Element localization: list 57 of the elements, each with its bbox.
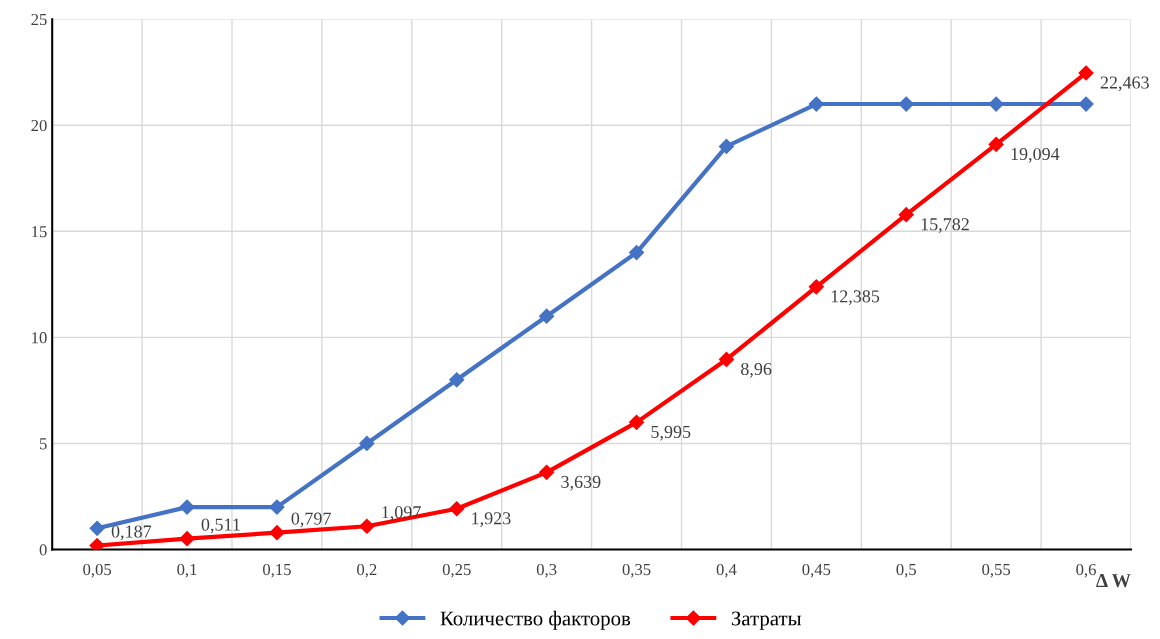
y-tick-label: 5 <box>39 438 47 450</box>
point <box>89 520 105 536</box>
x-tick-label: 0,45 <box>802 563 831 578</box>
point <box>898 207 914 223</box>
data-label: 5,995 <box>651 425 691 441</box>
point <box>269 525 285 541</box>
data-label: 0,187 <box>111 525 152 541</box>
legend-label: Количество факторов <box>440 610 631 630</box>
point <box>449 372 465 388</box>
point <box>179 531 195 547</box>
point <box>359 518 375 534</box>
point <box>1078 65 1094 81</box>
data-label: 8,96 <box>741 362 772 378</box>
point <box>628 414 645 430</box>
y-tick-label: 0 <box>39 544 47 556</box>
x-tick-label: 0,25 <box>442 563 471 578</box>
y-tick-label: 25 <box>31 13 47 26</box>
data-label: 3,639 <box>561 475 601 491</box>
x-tick-label: 0,05 <box>83 563 112 578</box>
point <box>718 138 735 155</box>
data-label: 1,923 <box>472 512 511 527</box>
point <box>449 501 465 517</box>
point <box>808 96 824 112</box>
x-tick-label: 0,4 <box>716 563 737 578</box>
point <box>808 279 824 295</box>
x-tick-label: 0,3 <box>536 563 557 578</box>
y-tick-label: 20 <box>31 119 47 132</box>
data-label: 22,463 <box>1100 76 1149 92</box>
point <box>988 96 1004 112</box>
x-tick-label: 0,35 <box>622 563 651 578</box>
point <box>359 435 375 452</box>
data-label: 15,782 <box>921 218 969 233</box>
data-label: 0,797 <box>291 512 331 528</box>
x-tick-label: 0,15 <box>263 563 291 578</box>
point <box>898 96 914 112</box>
data-label: 19,094 <box>1011 147 1060 163</box>
point <box>718 351 735 368</box>
point <box>539 464 555 480</box>
point <box>269 499 285 515</box>
point <box>628 244 645 261</box>
x-axis-title: Δ W <box>1096 574 1131 588</box>
y-tick-label: 10 <box>32 332 47 344</box>
data-label: 12,385 <box>831 290 880 306</box>
legend-label: Затраты <box>731 611 802 630</box>
point <box>89 538 105 550</box>
point <box>988 136 1004 153</box>
x-tick-label: 0,6 <box>1076 563 1096 578</box>
point <box>539 308 555 324</box>
point <box>1078 96 1094 112</box>
y-tick-label: 15 <box>32 226 47 238</box>
x-tick-label: 0,5 <box>896 563 917 578</box>
x-tick-label: 0,55 <box>982 563 1011 578</box>
x-tick-label: 0,2 <box>357 563 377 578</box>
point <box>179 499 195 515</box>
data-label: 1,097 <box>382 506 421 521</box>
data-label: 0,511 <box>201 518 240 534</box>
x-tick-label: 0,1 <box>177 563 197 578</box>
